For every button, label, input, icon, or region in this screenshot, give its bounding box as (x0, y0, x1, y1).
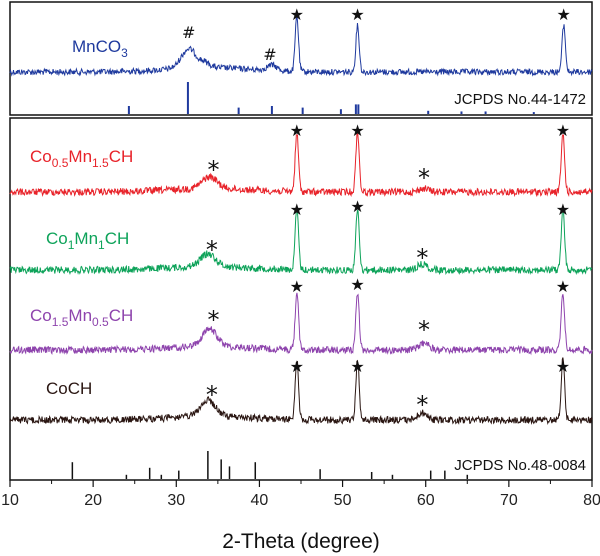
upper-panel: JCPDS No.44-1472 ★ ★ ★ # # MnCO3 (9, 1, 593, 116)
asterisk-marker: * (416, 391, 428, 419)
star-marker: ★ (290, 200, 304, 219)
star-marker: ★ (350, 5, 364, 24)
series-line-co1-5mn0-5ch (9, 292, 593, 356)
ref-label-48-0084: JCPDS No.48-0084 (454, 457, 586, 474)
star-marker: ★ (350, 275, 364, 294)
asterisk-marker: * (208, 156, 220, 184)
series-line-coch (9, 357, 593, 426)
star-marker: ★ (290, 277, 304, 296)
x-tick-label: 80 (583, 492, 600, 509)
asterisk-marker: * (206, 236, 218, 264)
x-tick-label: 30 (167, 492, 185, 509)
hash-marker: # (182, 23, 195, 42)
x-axis-title: 2-Theta (degree) (222, 530, 380, 553)
asterisk-marker: * (208, 306, 220, 334)
x-tick-label: 10 (1, 492, 19, 509)
x-tick-label: 40 (251, 492, 269, 509)
star-marker: ★ (556, 121, 570, 140)
series-line-co1mn1ch (9, 206, 593, 276)
star-marker: ★ (290, 121, 304, 140)
x-tick-label: 20 (84, 492, 102, 509)
asterisk-marker: * (418, 316, 430, 344)
star-marker: ★ (290, 5, 304, 24)
series-label-mnco3: MnCO3 (72, 37, 128, 60)
series-label-co1-5mn0-5ch: Co1.5Mn0.5CH (30, 306, 133, 329)
ref-label-44-1472: JCPDS No.44-1472 (454, 91, 586, 108)
series-label-coch: CoCH (46, 379, 92, 398)
x-tick-label: 70 (500, 492, 518, 509)
lower-panel: JCPDS No.48-0084 ★ ★ ★ * * ★ ★ ★ * * ★ ★ ★ * * ★ ★ ★ * * Co… (9, 117, 593, 481)
asterisk-marker: * (418, 164, 430, 192)
asterisk-marker: * (416, 244, 428, 272)
series-label-co0-5mn1-5ch: Co0.5Mn1.5CH (30, 147, 133, 170)
x-axis: 10 20 30 40 50 60 70 80 (1, 480, 600, 509)
hash-marker: # (263, 45, 276, 64)
star-marker: ★ (556, 200, 570, 219)
x-tick-label: 50 (334, 492, 352, 509)
star-marker: ★ (350, 197, 364, 216)
star-marker: ★ (350, 357, 364, 376)
star-marker: ★ (557, 5, 571, 24)
asterisk-marker: * (206, 381, 218, 409)
x-tick-label: 60 (417, 492, 435, 509)
series-label-co1mn1ch: Co1Mn1CH (46, 229, 129, 252)
series-line-co0-5mn1-5ch (9, 128, 593, 198)
series-line-mnco3 (9, 16, 593, 77)
star-marker: ★ (290, 357, 304, 376)
star-marker: ★ (350, 121, 364, 140)
lower-panel-frame (9, 117, 593, 481)
star-marker: ★ (556, 277, 570, 296)
star-marker: ★ (556, 357, 570, 376)
upper-panel-frame (9, 1, 593, 116)
